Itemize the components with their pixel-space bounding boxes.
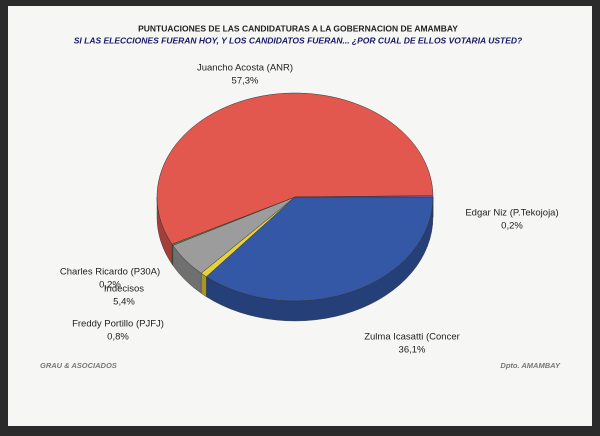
slice-label: Juancho Acosta (ANR) bbox=[197, 63, 293, 74]
slice-value-label: 0,2% bbox=[501, 221, 523, 232]
slice-label: Zulma Icasatti (Concer bbox=[364, 332, 460, 343]
slice-value-label: 0,2% bbox=[99, 280, 121, 291]
slice-value-label: 5,4% bbox=[113, 297, 135, 308]
slice bbox=[205, 196, 434, 302]
slice-value-label: 0,8% bbox=[107, 332, 129, 343]
slice-label: Edgar Niz (P.Tekojoja) bbox=[465, 208, 558, 219]
footer-left: GRAU & ASOCIADOS bbox=[40, 361, 117, 370]
chart-subtitle: SI LAS ELECCIONES FUERAN HOY, Y LOS CAND… bbox=[74, 35, 523, 45]
slice-label: Indecisos bbox=[104, 284, 144, 295]
chart-title: PUNTUACIONES DE LAS CANDIDATURAS A LA GO… bbox=[138, 23, 458, 33]
slice-label: Freddy Portillo (PJFJ) bbox=[72, 319, 164, 330]
slice-value-label: 57,3% bbox=[232, 76, 259, 87]
slice-value-label: 36,1% bbox=[399, 345, 426, 356]
slice bbox=[294, 195, 434, 198]
slice bbox=[156, 92, 434, 245]
slice-side bbox=[200, 272, 207, 298]
slice-label: Charles Ricardo (P30A) bbox=[60, 267, 160, 278]
footer-right: Dpto. AMAMBAY bbox=[500, 361, 561, 370]
